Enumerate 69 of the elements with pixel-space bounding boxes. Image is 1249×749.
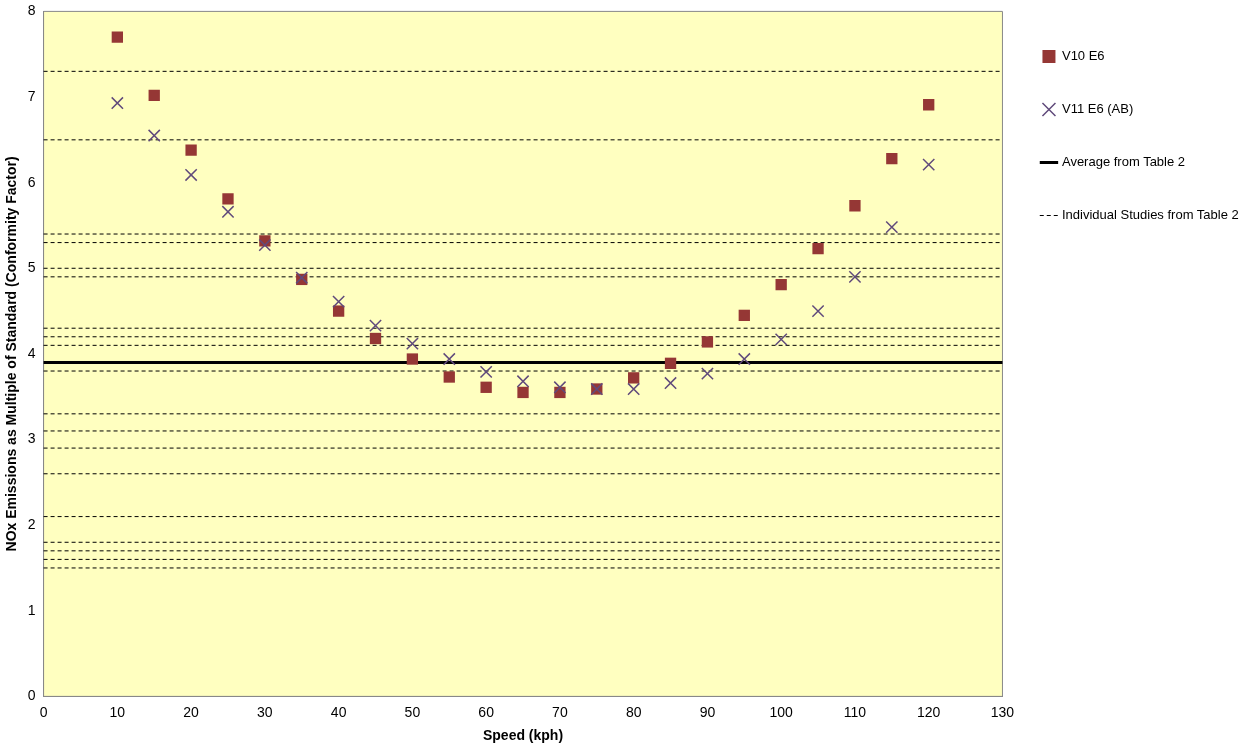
point [553, 380, 567, 394]
point [185, 144, 197, 156]
point [480, 381, 492, 393]
point [812, 242, 824, 255]
point [885, 220, 899, 234]
point [849, 200, 861, 212]
point [664, 376, 677, 390]
x-tick-label: 100 [769, 703, 794, 720]
point [701, 367, 714, 380]
point [442, 352, 456, 366]
point [221, 205, 235, 219]
y-tick-label: 8 [27, 2, 36, 19]
y-tick-label: 3 [27, 430, 36, 447]
point [848, 270, 862, 284]
legend-label: Individual Studies from Table 2 [1061, 207, 1239, 223]
point [738, 309, 750, 322]
point [517, 386, 529, 399]
y-tick-label: 4 [27, 344, 36, 361]
x-tick-label: 10 [109, 703, 126, 720]
point [369, 319, 382, 333]
x-tick-label: 70 [552, 703, 568, 720]
point [664, 357, 677, 369]
point [332, 295, 346, 309]
point [110, 96, 124, 110]
point [406, 353, 419, 365]
x-tick-label: 20 [183, 703, 200, 720]
point [443, 371, 455, 383]
point [737, 352, 751, 366]
x-tick-label: 40 [330, 703, 347, 720]
point [184, 168, 198, 182]
legend-label: V11 E6 (AB) [1061, 101, 1134, 117]
x-tick-label: 90 [699, 703, 716, 720]
point [922, 158, 936, 172]
point [479, 365, 493, 379]
point [405, 337, 419, 351]
point [258, 238, 272, 252]
x-tick-label: 30 [257, 703, 273, 720]
point [886, 153, 898, 165]
y-tick-label: 0 [27, 687, 36, 704]
point [111, 31, 123, 43]
x-tick-label: 110 [843, 703, 867, 720]
legend-label: V10 E6 [1061, 48, 1105, 64]
y-tick-label: 2 [27, 516, 36, 533]
point [147, 129, 161, 142]
x-tick-label: 120 [917, 703, 941, 720]
x-tick-label: 80 [625, 703, 642, 720]
y-tick-label: 6 [27, 173, 36, 190]
y-tick-label: 5 [27, 259, 36, 276]
point [701, 336, 714, 348]
point [332, 305, 345, 317]
x-tick-label: 50 [404, 703, 421, 720]
point [774, 332, 788, 346]
point [628, 372, 640, 384]
point [627, 382, 641, 396]
x-axis-title: Speed (kph) [482, 727, 564, 744]
point [923, 99, 935, 111]
point [148, 89, 160, 101]
point [811, 304, 825, 318]
point [222, 193, 234, 205]
y-tick-label: 7 [27, 87, 36, 104]
point [369, 332, 382, 345]
legend-label: Average from Table 2 [1061, 154, 1186, 170]
point [516, 374, 530, 388]
y-tick-label: 1 [27, 601, 36, 618]
x-tick-label: 60 [478, 703, 495, 720]
y-axis-title: NOx Emissions as Multiple of Standard (Conformity Factor) [3, 156, 20, 552]
point [775, 278, 787, 291]
x-tick-label: 0 [39, 703, 48, 720]
x-tick-label: 130 [990, 703, 1015, 720]
